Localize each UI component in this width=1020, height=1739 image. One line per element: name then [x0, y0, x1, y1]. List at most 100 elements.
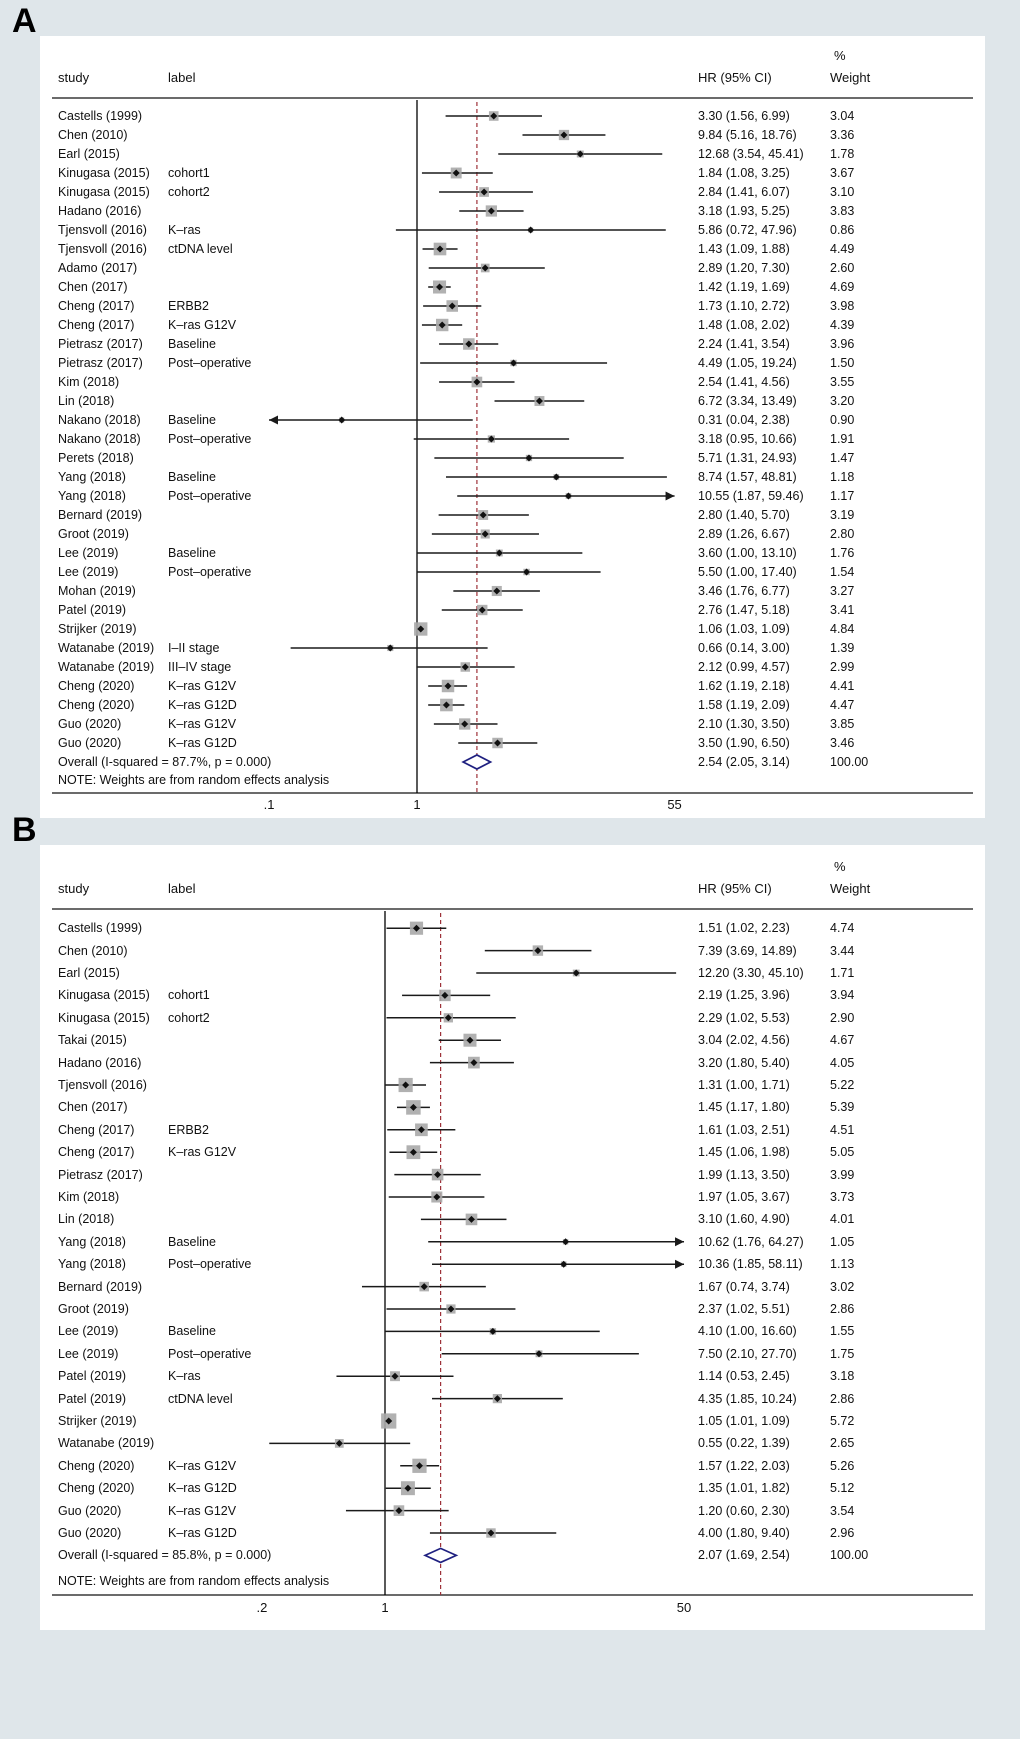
weight-value: 1.39 — [830, 641, 855, 655]
study-name: Patel (2019) — [58, 1369, 127, 1384]
hr-ci-value: 9.84 (5.16, 18.76) — [698, 128, 797, 142]
weight-value: 3.85 — [830, 717, 855, 731]
weight-value: 0.86 — [830, 223, 855, 237]
study-sublabel: ctDNA level — [168, 1391, 233, 1406]
point-marker — [338, 416, 346, 424]
study-name: Cheng (2020) — [58, 679, 135, 693]
study-sublabel: III–IV stage — [168, 660, 232, 674]
hr-ci-value: 4.10 (1.00, 16.60) — [698, 1324, 797, 1339]
point-marker — [465, 340, 473, 348]
weight-value: 1.13 — [830, 1257, 855, 1272]
weight-value: 3.18 — [830, 1369, 855, 1384]
weight-value: 3.67 — [830, 166, 855, 180]
axis-tick-label: 50 — [676, 1600, 692, 1615]
weight-value: 0.90 — [830, 413, 855, 427]
weight-value: 5.05 — [830, 1145, 855, 1160]
point-marker — [487, 435, 495, 443]
hr-ci-value: 4.35 (1.85, 10.24) — [698, 1391, 797, 1406]
point-marker — [461, 720, 469, 728]
weight-value: 3.54 — [830, 1503, 855, 1518]
study-name: Guo (2020) — [58, 1526, 122, 1540]
hr-ci-value: 2.76 (1.47, 5.18) — [698, 603, 790, 617]
weight-value: 1.76 — [830, 546, 855, 560]
weight-value: 2.99 — [830, 660, 855, 674]
study-sublabel: Baseline — [168, 1234, 216, 1249]
point-marker — [391, 1372, 399, 1380]
weight-value: 2.60 — [830, 261, 855, 275]
hr-ci-value: 3.18 (1.93, 5.25) — [698, 204, 790, 218]
axis-tick-label: .1 — [263, 797, 275, 812]
point-marker — [409, 1103, 417, 1111]
study-sublabel: cohort1 — [168, 166, 210, 180]
study-name: Bernard (2019) — [58, 1279, 143, 1294]
study-name: Perets (2018) — [58, 451, 134, 465]
point-marker — [572, 969, 580, 977]
study-name: Tjensvoll (2016) — [58, 242, 147, 256]
panel-label-a: A — [12, 2, 37, 40]
point-marker — [436, 245, 444, 253]
weight-value: 4.84 — [830, 622, 855, 636]
point-marker — [461, 663, 469, 671]
point-marker — [385, 1417, 393, 1425]
hr-ci-value: 5.86 (0.72, 47.96) — [698, 223, 797, 237]
study-name: Lin (2018) — [58, 1212, 115, 1227]
point-marker — [434, 1171, 442, 1179]
hr-ci-value: 1.51 (1.02, 2.23) — [698, 921, 790, 936]
study-name: Kinugasa (2015) — [58, 988, 150, 1003]
study-name: Pietrasz (2017) — [58, 1167, 143, 1182]
point-marker — [481, 530, 489, 538]
point-marker — [495, 549, 503, 557]
hr-ci-value: 2.89 (1.20, 7.30) — [698, 261, 790, 275]
hr-ci-value: 1.62 (1.19, 2.18) — [698, 679, 790, 693]
hr-ci-value: 2.10 (1.30, 3.50) — [698, 717, 790, 731]
hr-ci-value: 2.84 (1.41, 6.07) — [698, 185, 790, 199]
study-sublabel: ctDNA level — [168, 242, 233, 256]
weight-value: 5.12 — [830, 1481, 855, 1496]
study-name: Watanabe (2019) — [58, 1436, 155, 1451]
point-marker — [535, 1350, 543, 1358]
point-marker — [442, 701, 450, 709]
study-name: Cheng (2017) — [58, 1122, 135, 1137]
hr-ci-value: 5.50 (1.00, 17.40) — [698, 565, 797, 579]
point-marker — [395, 1507, 403, 1515]
study-sublabel: K–ras — [168, 223, 201, 237]
study-sublabel: Post–operative — [168, 565, 252, 579]
weight-value: 3.20 — [830, 394, 855, 408]
point-marker — [493, 1395, 501, 1403]
point-marker — [534, 947, 542, 955]
study-name: Cheng (2020) — [58, 698, 135, 712]
forest-plot-canvas — [52, 908, 973, 1596]
study-sublabel: cohort1 — [168, 988, 210, 1003]
weight-value: 4.41 — [830, 679, 855, 693]
point-marker — [560, 1260, 568, 1268]
study-name: Chen (2010) — [58, 943, 128, 958]
study-name: Groot (2019) — [58, 527, 129, 541]
point-marker — [576, 150, 584, 158]
hr-ci-value: 2.54 (1.41, 4.56) — [698, 375, 790, 389]
point-marker — [335, 1439, 343, 1447]
weight-value: 4.67 — [830, 1033, 855, 1048]
hr-ci-value: 2.54 (2.05, 3.14) — [698, 755, 790, 769]
hr-ci-value: 1.05 (1.01, 1.09) — [698, 1414, 790, 1428]
hr-ci-value: 5.71 (1.31, 24.93) — [698, 451, 797, 465]
point-marker — [478, 606, 486, 614]
point-marker — [490, 112, 498, 120]
study-sublabel: K–ras G12V — [168, 1458, 237, 1473]
weight-value: 4.74 — [830, 921, 855, 936]
point-marker — [417, 1126, 425, 1134]
hr-ci-value: 7.39 (3.69, 14.89) — [698, 943, 797, 958]
weight-value: 3.99 — [830, 1167, 855, 1182]
hr-ci-value: 1.06 (1.03, 1.09) — [698, 622, 790, 636]
weight-value: 3.94 — [830, 988, 855, 1003]
study-sublabel: K–ras G12V — [168, 1145, 237, 1160]
weight-value: 3.04 — [830, 109, 855, 123]
column-header-label: label — [168, 70, 196, 85]
study-name: Patel (2019) — [58, 603, 127, 617]
hr-ci-value: 1.43 (1.09, 1.88) — [698, 242, 790, 256]
column-header-weight: Weight — [830, 70, 871, 85]
weight-value: 4.01 — [830, 1212, 855, 1227]
study-name: Hadano (2016) — [58, 204, 142, 218]
hr-ci-value: 1.42 (1.19, 1.69) — [698, 280, 790, 294]
column-header-percent: % — [834, 48, 846, 63]
study-name: Cheng (2020) — [58, 1481, 135, 1496]
